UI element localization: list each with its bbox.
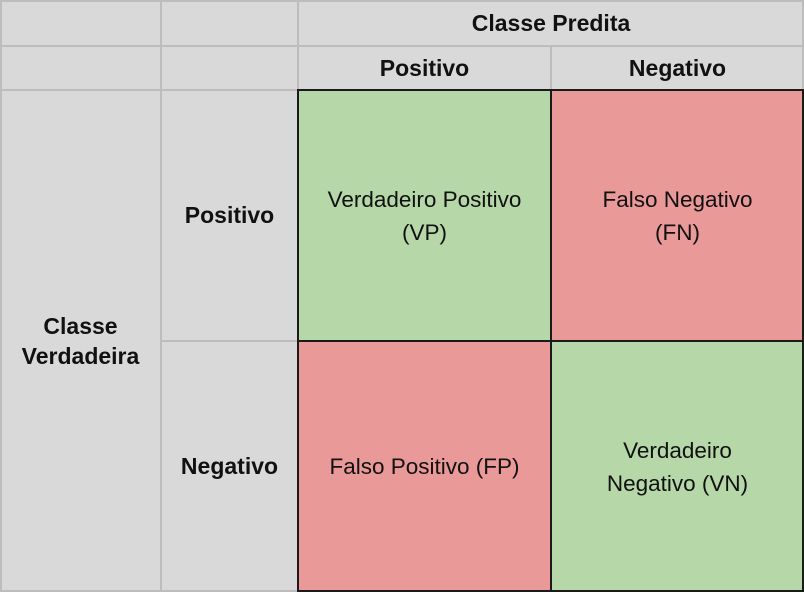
predicted-negative-label: Negativo — [628, 54, 727, 81]
grid-line — [160, 0, 162, 592]
corner-cell-1 — [0, 0, 161, 46]
predicted-positive-label: Positivo — [379, 54, 470, 81]
grid-line — [297, 0, 299, 90]
corner-cell-2 — [161, 0, 298, 46]
true-negative-line1: Verdadeiro — [623, 437, 732, 463]
false-positive-cell: Falso Positivo (FP) — [298, 341, 551, 592]
grid-line — [0, 89, 298, 91]
predicted-class-label: Classe Predita — [471, 9, 631, 36]
actual-positive-header: Positivo — [161, 90, 298, 341]
actual-negative-header: Negativo — [161, 341, 298, 592]
grid-line — [161, 340, 298, 342]
false-positive-line1: Falso Positivo (FP) — [329, 454, 520, 479]
actual-class-header: Classe Verdadeira — [0, 90, 161, 592]
actual-negative-label: Negativo — [180, 453, 279, 479]
actual-positive-label: Positivo — [184, 202, 275, 228]
predicted-negative-header: Negativo — [551, 46, 804, 90]
actual-class-label-line2: Verdadeira — [21, 343, 140, 369]
true-positive-line2: (VP) — [402, 219, 447, 245]
matrix-border — [802, 89, 804, 592]
matrix-border — [297, 89, 299, 592]
predicted-class-header: Classe Predita — [298, 0, 804, 46]
grid-line — [802, 0, 804, 90]
grid-line — [0, 0, 804, 2]
true-negative-cell: Verdadeiro Negativo (VN) — [551, 341, 804, 592]
false-negative-line2: (FN) — [655, 219, 700, 245]
matrix-border — [550, 89, 552, 592]
corner-cell-4 — [161, 46, 298, 90]
false-negative-line1: Falso Negativo — [602, 186, 753, 212]
grid-line — [0, 0, 2, 592]
grid-line — [0, 45, 804, 47]
grid-line — [0, 590, 298, 592]
corner-cell-3 — [0, 46, 161, 90]
false-negative-cell: Falso Negativo (FN) — [551, 90, 804, 341]
true-positive-line1: Verdadeiro Positivo — [327, 186, 522, 212]
true-negative-line2: Negativo (VN) — [606, 470, 749, 496]
predicted-positive-header: Positivo — [298, 46, 551, 90]
true-positive-cell: Verdadeiro Positivo (VP) — [298, 90, 551, 341]
grid-line — [550, 46, 552, 90]
actual-class-label-line1: Classe — [43, 313, 118, 339]
